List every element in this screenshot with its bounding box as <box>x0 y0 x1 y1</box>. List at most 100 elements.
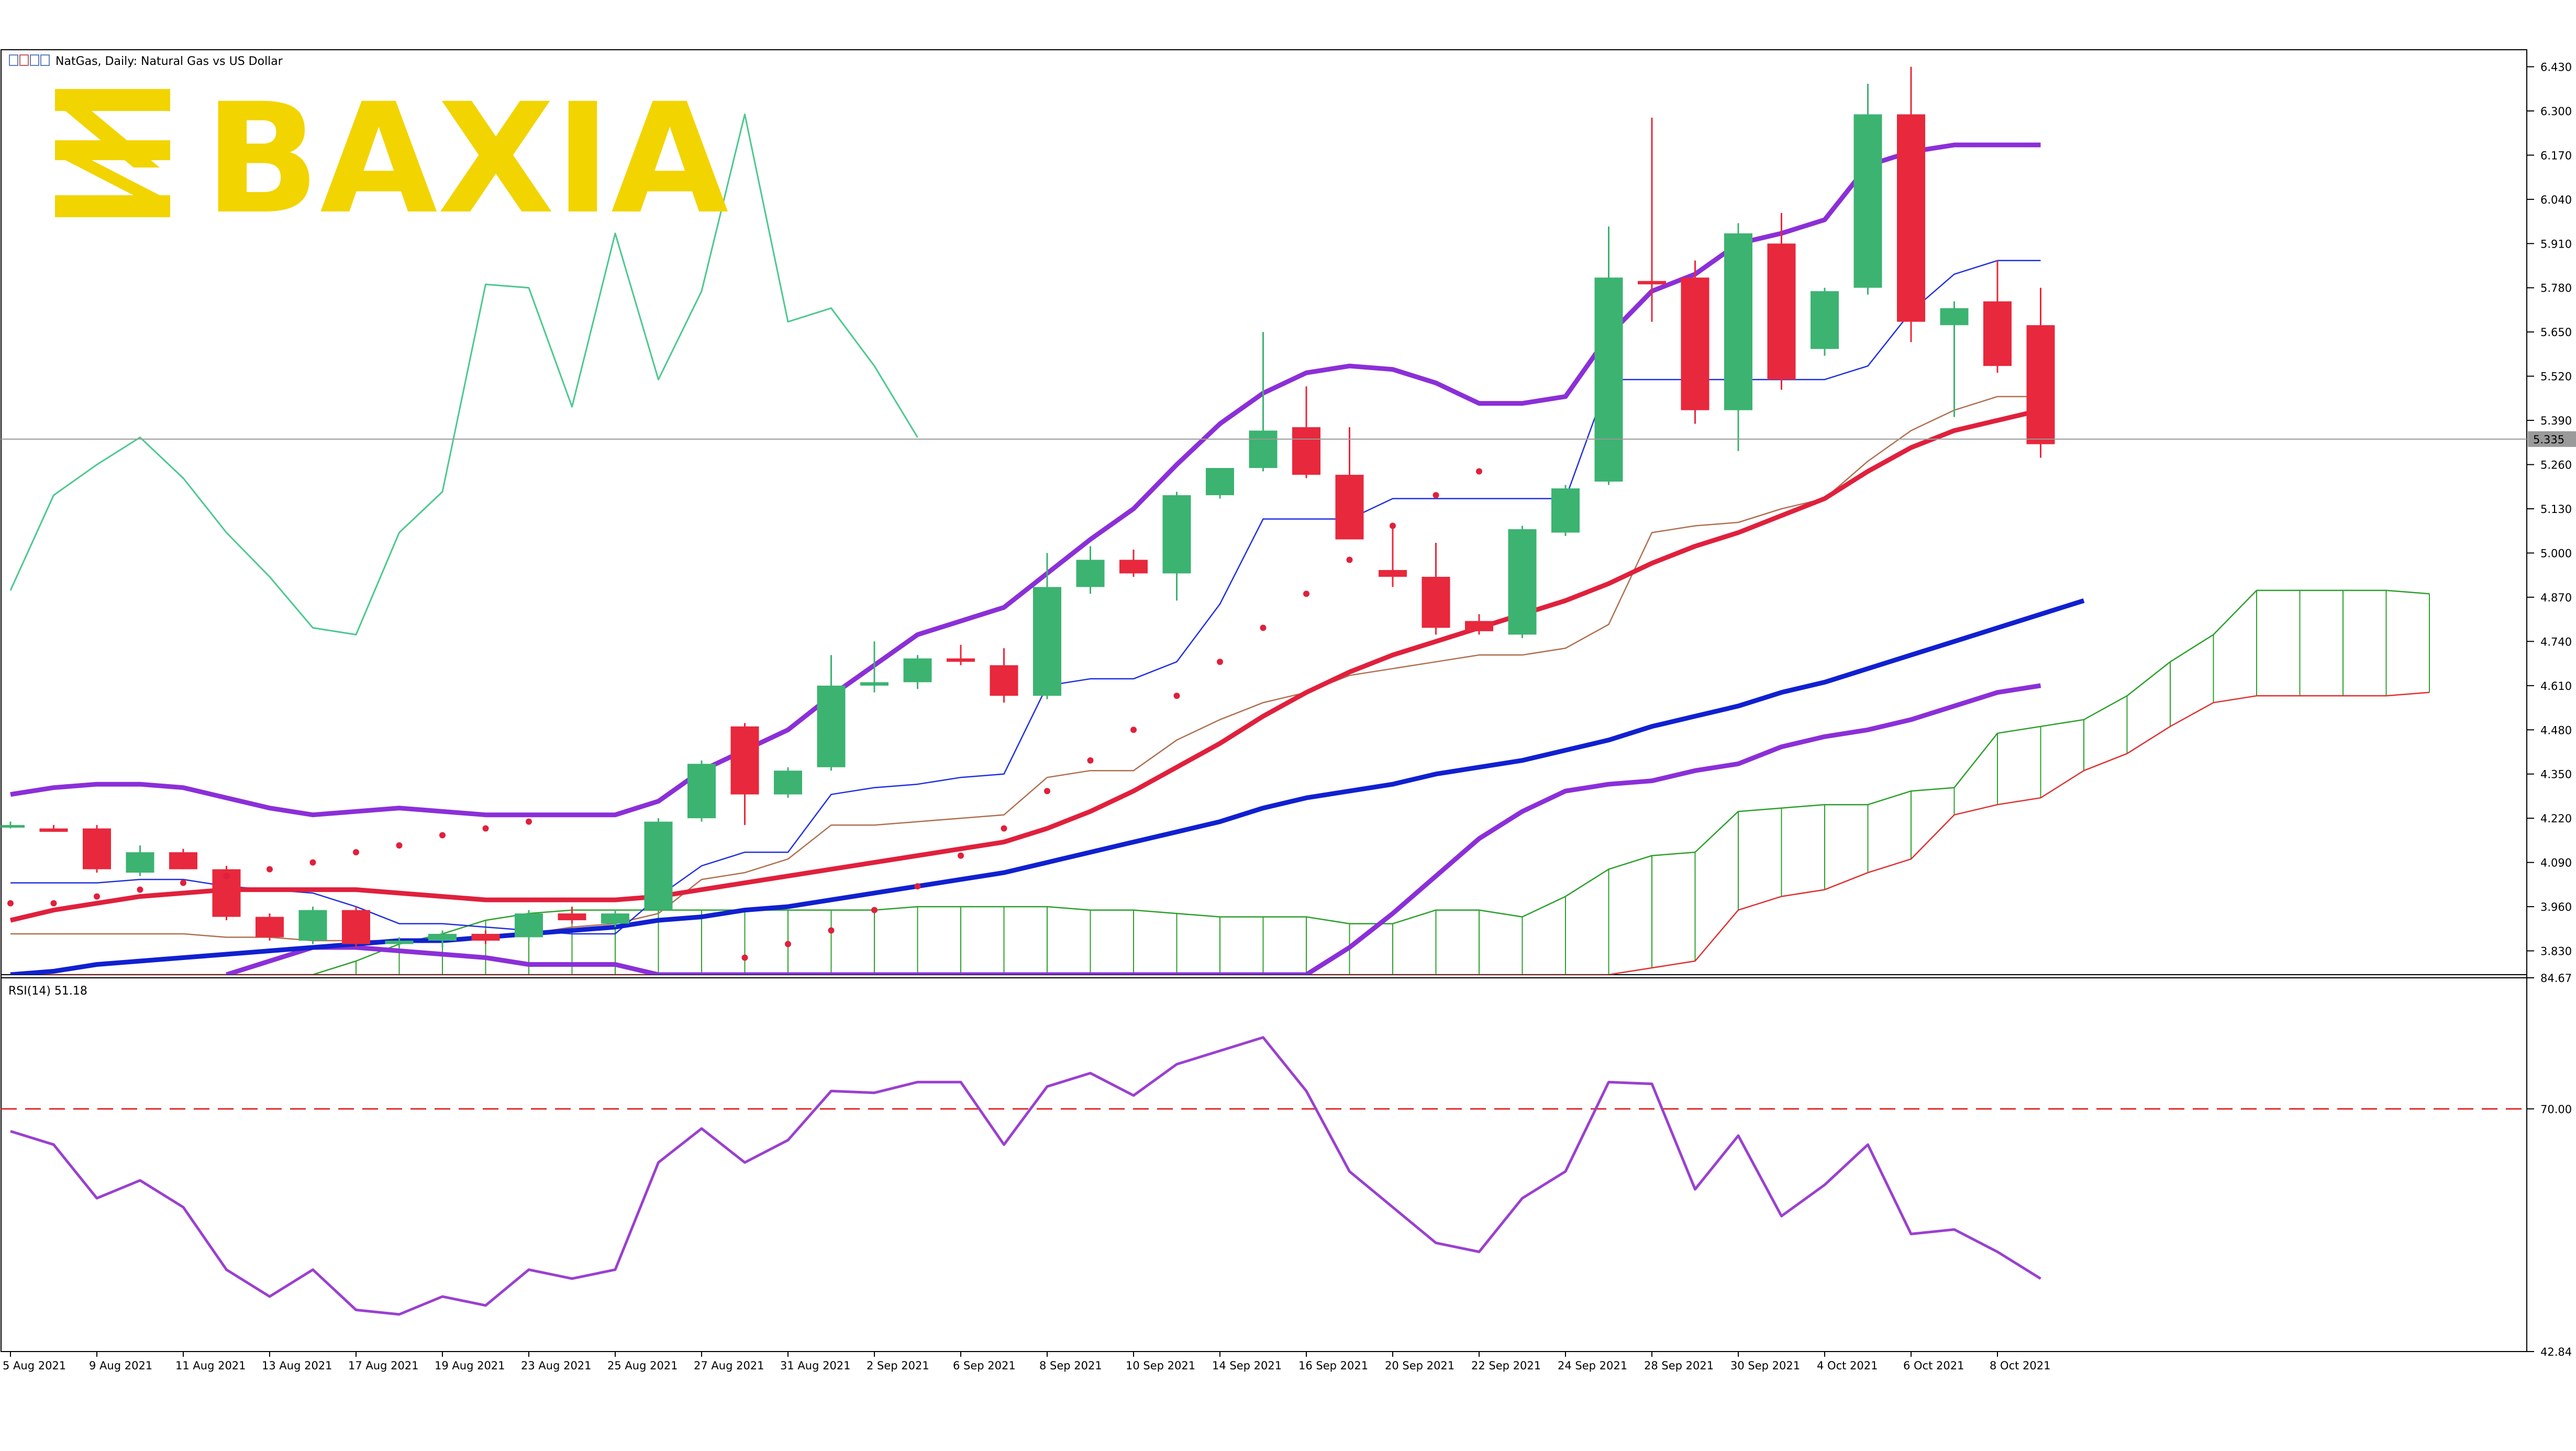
rsi-tick-label: 84.67 <box>2540 972 2572 985</box>
candle-body <box>1724 233 1752 410</box>
candle-body <box>860 682 889 686</box>
price-tick-label: 5.000 <box>2540 547 2572 560</box>
price-tick-label: 4.480 <box>2540 724 2572 736</box>
candle-body <box>1983 301 2012 366</box>
rsi-line <box>10 1036 2041 1316</box>
candle-body <box>471 934 500 941</box>
price-tick-label: 5.390 <box>2540 415 2572 427</box>
candle-body <box>687 764 716 819</box>
chart-icon <box>30 54 39 66</box>
candle-body <box>1249 430 1278 468</box>
price-tick-label: 4.090 <box>2540 857 2572 869</box>
psar-dot <box>1260 624 1267 631</box>
rsi-pane-frame <box>1 977 2527 1352</box>
psar-dot <box>1087 757 1094 764</box>
candle-body <box>1422 576 1450 628</box>
candle-body <box>1465 621 1493 631</box>
candle-body <box>1162 495 1191 574</box>
candle-body <box>428 934 457 941</box>
chart-title: NatGas, Daily: Natural Gas vs US Dollar <box>55 55 283 68</box>
bollinger-upper <box>10 142 2041 818</box>
psar-dot <box>482 825 489 832</box>
candle-body <box>298 910 327 941</box>
psar-dot <box>353 849 359 856</box>
chart-icon <box>19 54 29 66</box>
bollinger-lower <box>226 683 2041 975</box>
candle-body <box>1853 114 1882 288</box>
kijun-sen <box>10 396 2041 942</box>
price-tick-label: 5.520 <box>2540 371 2572 383</box>
psar-dot <box>1130 727 1137 733</box>
candlesticks <box>1 66 2055 948</box>
time-tick-label: 25 Aug 2021 <box>607 1359 678 1372</box>
psar-dot <box>1001 825 1007 832</box>
baxia-logo: BAXIA <box>55 71 730 248</box>
psar-dot <box>7 900 14 907</box>
candle-body <box>1335 475 1364 540</box>
time-tick-label: 4 Oct 2021 <box>1817 1359 1878 1372</box>
psar-dot <box>785 941 791 947</box>
candle-body <box>558 913 586 921</box>
logo-mark-icon <box>55 89 170 217</box>
candle-body <box>1076 560 1105 587</box>
time-tick-label: 8 Sep 2021 <box>1039 1359 1102 1372</box>
price-tick-label: 5.650 <box>2540 326 2572 339</box>
time-tick-label: 28 Sep 2021 <box>1644 1359 1714 1372</box>
time-tick-label: 13 Aug 2021 <box>262 1359 332 1372</box>
time-tick-label: 30 Sep 2021 <box>1730 1359 1800 1372</box>
candle-body <box>730 726 759 795</box>
time-tick-label: 6 Oct 2021 <box>1903 1359 1964 1372</box>
parabolic-sar <box>7 468 1482 961</box>
candle-body <box>1119 560 1148 574</box>
price-axis: 6.430 6.300 6.170 6.040 5.910 5.780 5.650 5.520… <box>2527 61 2572 958</box>
candle-body <box>1292 427 1320 475</box>
time-tick-label: 17 Aug 2021 <box>348 1359 419 1372</box>
chikou-span <box>9 113 918 635</box>
time-tick-label: 6 Sep 2021 <box>953 1359 1016 1372</box>
candle-body <box>515 913 543 937</box>
psar-dot <box>50 900 57 907</box>
psar-dot <box>1044 788 1050 795</box>
current-price-tag <box>2528 431 2576 447</box>
price-tick-label: 4.870 <box>2540 591 2572 604</box>
psar-dot <box>309 859 316 866</box>
price-tick-label: 5.910 <box>2540 238 2572 250</box>
psar-dot <box>741 954 748 961</box>
candle-body <box>817 685 846 767</box>
candle-body <box>1551 488 1580 533</box>
candle-body <box>774 771 802 795</box>
psar-dot <box>94 893 100 900</box>
candle-body <box>1681 277 1709 410</box>
candle-body <box>1508 529 1537 635</box>
senkou-span-a <box>10 589 2430 975</box>
candle-body <box>2026 325 2055 444</box>
candle-body <box>1594 277 1623 482</box>
price-tick-label: 4.610 <box>2540 680 2572 693</box>
rsi-label: RSI(14) 51.18 <box>8 985 87 998</box>
rsi-tick-label: 70.00 <box>2540 1103 2572 1115</box>
time-axis: 5 Aug 2021 9 Aug 2021 11 Aug 2021 13 Aug 20… <box>3 1352 2050 1372</box>
time-tick-label: 24 Sep 2021 <box>1558 1359 1627 1372</box>
candle-body <box>1 825 25 828</box>
moving-average-red <box>9 408 2041 923</box>
price-tick-label: 6.430 <box>2540 61 2572 73</box>
candle-body <box>39 828 68 832</box>
time-tick-label: 9 Aug 2021 <box>89 1359 152 1372</box>
psar-dot <box>1433 492 1439 499</box>
header: NatGas, Daily: Natural Gas vs US Dollar … <box>8 54 283 998</box>
psar-dot <box>526 818 532 825</box>
rsi-tick-label: 42.84 <box>2540 1346 2572 1358</box>
time-tick-label: 22 Sep 2021 <box>1471 1359 1541 1372</box>
time-tick-label: 10 Sep 2021 <box>1126 1359 1195 1372</box>
candle-body <box>1033 587 1061 696</box>
candle-body <box>1206 468 1234 496</box>
candle-body <box>1811 291 1839 349</box>
senkou-span-b <box>10 691 2430 975</box>
price-tick-label: 3.830 <box>2540 945 2572 958</box>
psar-dot <box>1390 522 1396 529</box>
candle-body <box>1897 114 1925 322</box>
time-tick-label: 23 Aug 2021 <box>521 1359 592 1372</box>
candle-body <box>903 658 932 683</box>
time-tick-label: 19 Aug 2021 <box>435 1359 505 1372</box>
